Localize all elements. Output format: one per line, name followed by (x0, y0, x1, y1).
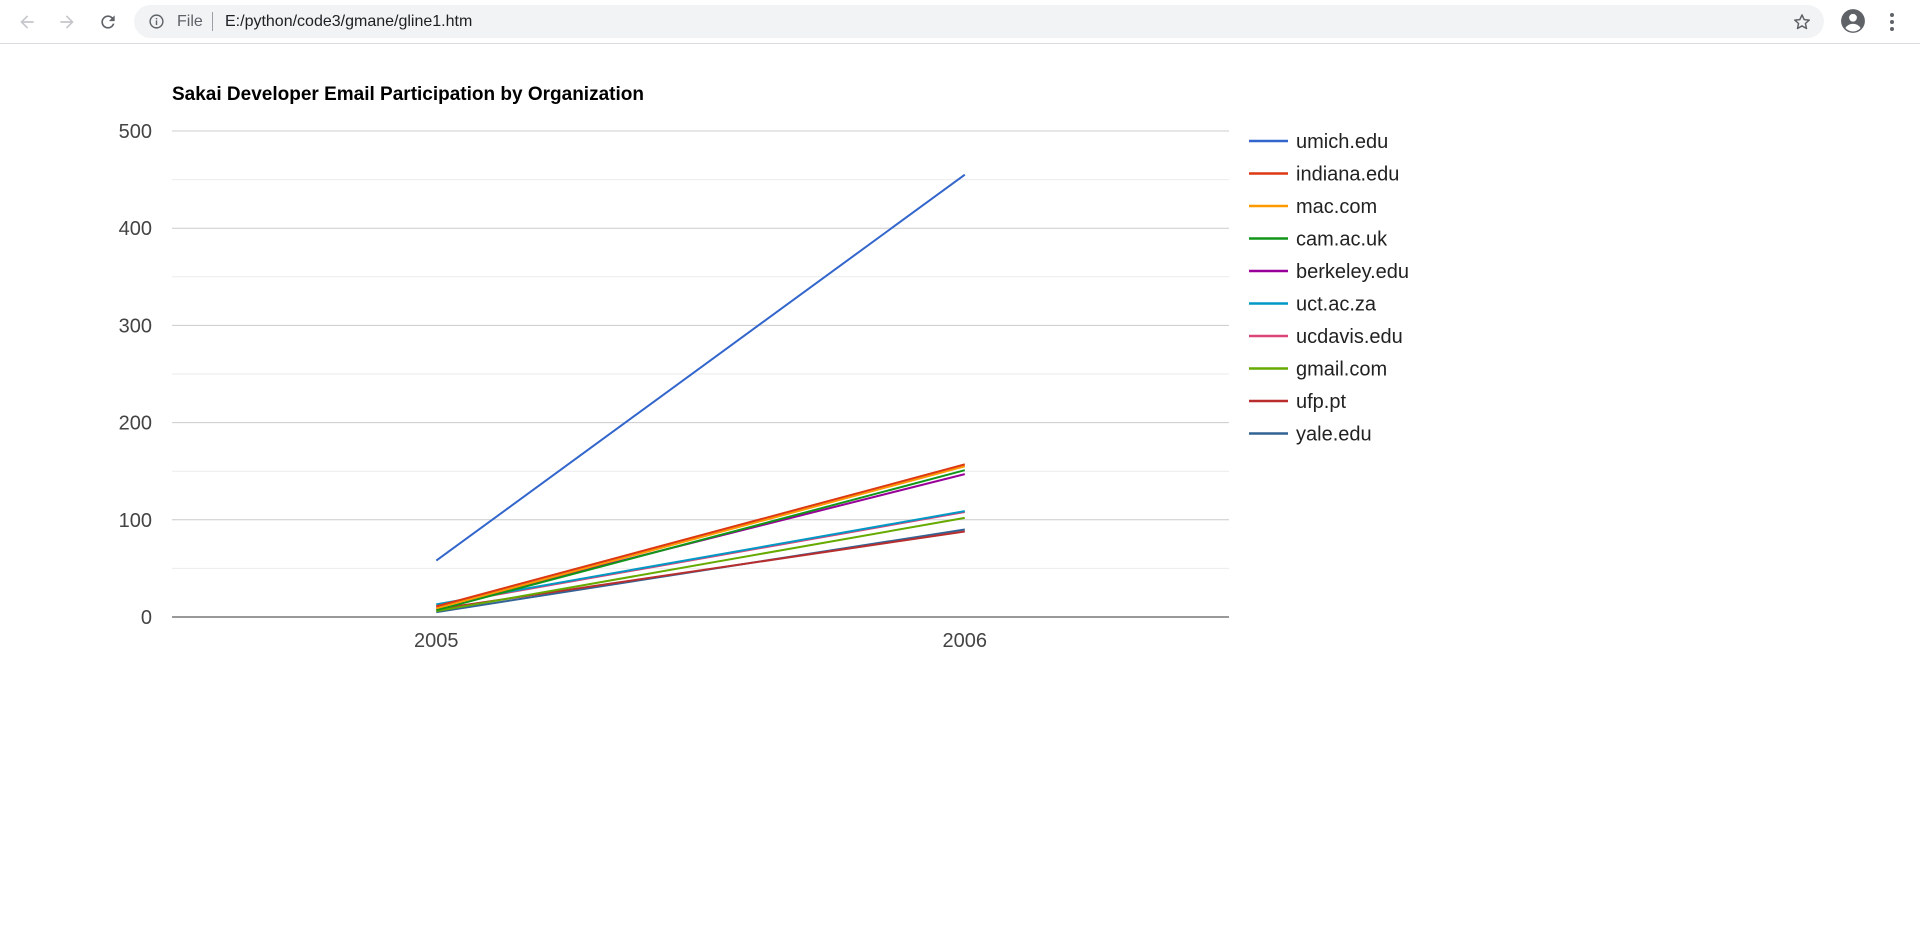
legend-label: umich.edu (1296, 131, 1388, 153)
y-tick-label: 0 (141, 607, 152, 629)
legend-entry: uct.ac.za (1249, 294, 1377, 316)
legend-entry: umich.edu (1249, 131, 1388, 153)
y-tick-label: 300 (119, 315, 152, 337)
legend-entry: indiana.edu (1249, 164, 1399, 186)
star-icon[interactable] (1792, 12, 1812, 32)
series-line-umich-edu (435, 173, 966, 562)
minor-gridlines (172, 179, 1229, 569)
reload-button[interactable] (94, 8, 122, 36)
forward-button[interactable] (53, 8, 81, 36)
series-line-mac-com (436, 465, 966, 610)
legend-entry: yale.edu (1249, 424, 1372, 446)
legend: umich.edu indiana.edu mac.com cam.ac.uk berk… (1249, 131, 1409, 446)
series-line-cam-ac-uk (436, 469, 966, 612)
legend-label: ufp.pt (1296, 391, 1346, 413)
legend-entry: ufp.pt (1249, 391, 1346, 413)
y-axis-ticks: 0 100 200 300 400 500 (119, 121, 152, 629)
legend-label: gmail.com (1296, 359, 1387, 381)
legend-entry: mac.com (1249, 196, 1377, 218)
major-gridlines (172, 130, 1229, 521)
legend-label: mac.com (1296, 196, 1377, 218)
series-line-indiana-edu (436, 463, 966, 608)
x-tick-label: 2005 (414, 630, 459, 652)
legend-entry: cam.ac.uk (1249, 229, 1388, 251)
url-text[interactable]: E:/python/code3/gmane/gline1.htm (225, 13, 473, 30)
legend-entry: gmail.com (1249, 359, 1387, 381)
account-circle-icon[interactable] (1840, 8, 1866, 34)
series-lines (435, 173, 966, 614)
line-chart: Sakai Developer Email Participation by O… (119, 84, 1409, 652)
legend-label: indiana.edu (1296, 164, 1399, 186)
series-line-uct-ac-za (436, 510, 965, 606)
scheme-label: File (177, 13, 203, 30)
reload-icon (101, 15, 115, 29)
chart-title: Sakai Developer Email Participation by O… (172, 84, 644, 105)
legend-entry: ucdavis.edu (1249, 326, 1403, 348)
arrow-right-icon (60, 15, 74, 29)
y-tick-label: 400 (119, 218, 152, 240)
x-axis-ticks: 2005 2006 (414, 630, 987, 652)
legend-label: uct.ac.za (1296, 294, 1377, 316)
legend-label: ucdavis.edu (1296, 326, 1403, 348)
legend-label: cam.ac.uk (1296, 229, 1388, 251)
series-line-gmail-com (436, 516, 965, 613)
y-tick-label: 200 (119, 413, 152, 435)
x-tick-label: 2006 (943, 630, 988, 652)
arrow-left-icon (20, 15, 34, 29)
browser-toolbar: File E:/python/code3/gmane/gline1.htm (0, 0, 1920, 44)
y-tick-label: 100 (119, 510, 152, 532)
vertical-dots-icon[interactable] (1882, 10, 1902, 34)
omnibox-separator (212, 12, 213, 31)
y-tick-label: 500 (119, 121, 152, 143)
legend-label: berkeley.edu (1296, 261, 1409, 283)
legend-label: yale.edu (1296, 424, 1372, 446)
address-bar[interactable]: File E:/python/code3/gmane/gline1.htm (134, 5, 1824, 38)
back-button[interactable] (13, 8, 41, 36)
info-icon[interactable] (148, 13, 165, 30)
legend-entry: berkeley.edu (1249, 261, 1409, 283)
